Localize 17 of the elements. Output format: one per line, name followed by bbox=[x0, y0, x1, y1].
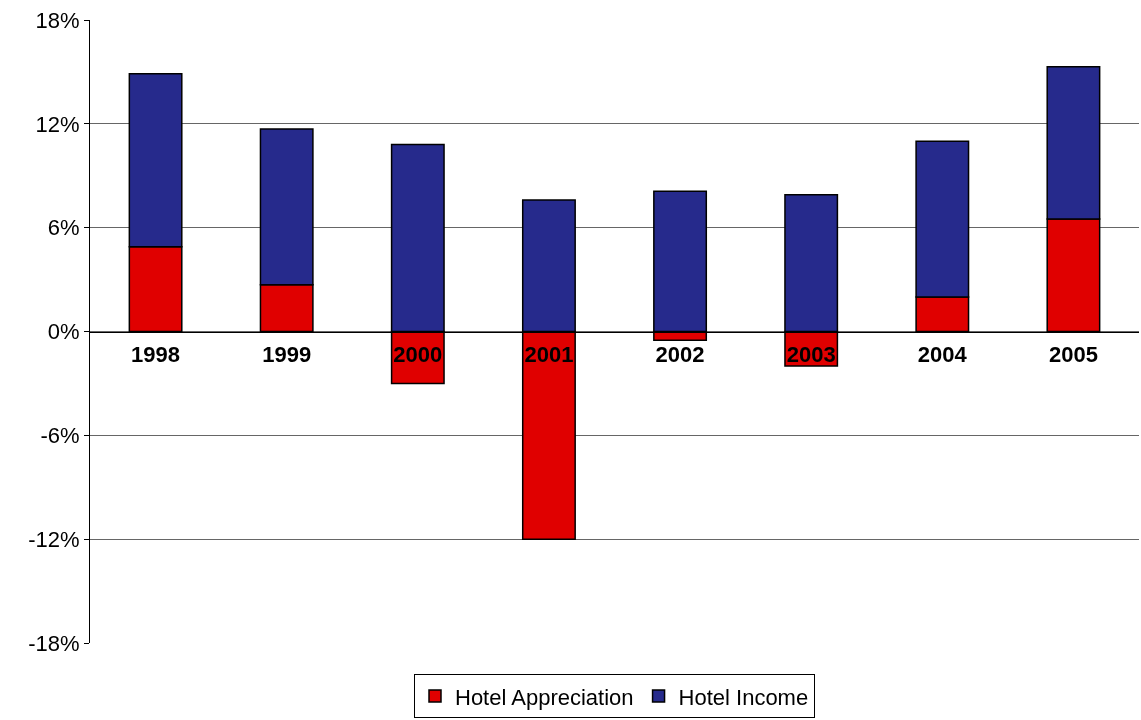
x-tick-label: 1999 bbox=[262, 341, 312, 367]
x-tick-label: 2005 bbox=[1048, 341, 1098, 367]
x-tick-label: 2001 bbox=[524, 341, 574, 367]
y-tick-label: 18% bbox=[35, 7, 80, 33]
y-tick-label: 12% bbox=[35, 111, 80, 137]
legend-label: Hotel Income bbox=[678, 684, 809, 710]
y-tick-label: -18% bbox=[28, 630, 80, 656]
x-tick-label: 2004 bbox=[917, 341, 968, 367]
y-tick-label: 6% bbox=[47, 215, 80, 241]
x-tick-label: 1998 bbox=[131, 341, 181, 367]
x-tick-label: 2002 bbox=[655, 341, 705, 367]
x-tick-label: 2000 bbox=[393, 341, 443, 367]
y-tick-label: 0% bbox=[47, 319, 80, 345]
x-tick-label: 2003 bbox=[786, 341, 836, 367]
y-tick-label: -6% bbox=[40, 423, 80, 449]
legend-label: Hotel Appreciation bbox=[455, 684, 634, 710]
y-tick-label: -12% bbox=[28, 526, 80, 552]
